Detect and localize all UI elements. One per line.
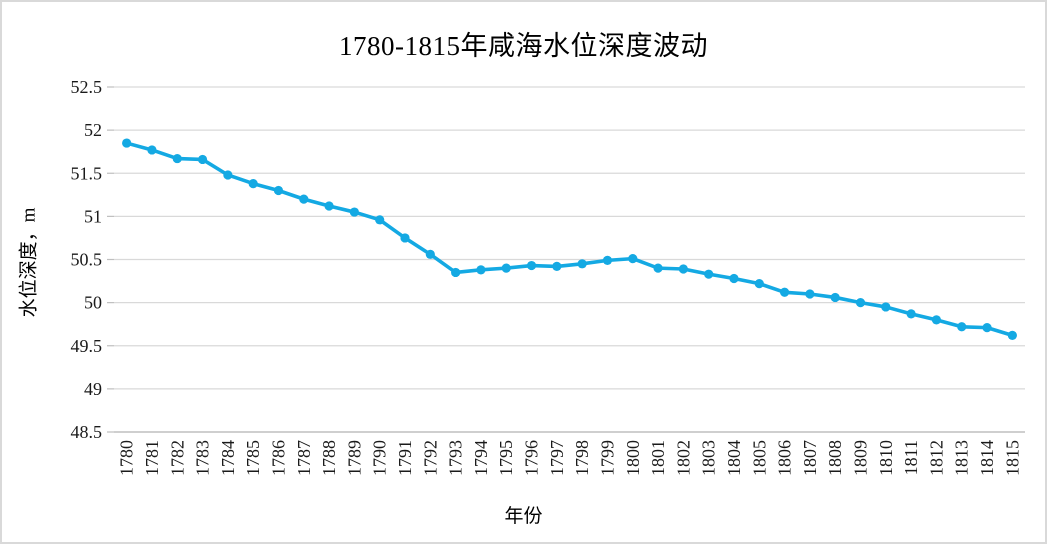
- y-tick-label: 51: [84, 206, 102, 226]
- data-point-marker: [906, 309, 916, 319]
- chart-title: 1780-1815年咸海水位深度波动: [339, 31, 708, 61]
- x-tick-label: 1813: [952, 440, 972, 476]
- x-tick-label: 1782: [167, 440, 187, 476]
- x-tick-label: 1800: [623, 440, 643, 476]
- data-point-marker: [248, 179, 258, 189]
- x-tick-label: 1785: [243, 440, 263, 476]
- data-point-marker: [704, 269, 714, 279]
- data-point-marker: [375, 215, 385, 225]
- y-tick-label: 48.5: [71, 422, 103, 442]
- data-point-marker: [830, 292, 840, 303]
- data-point-marker: [805, 289, 815, 299]
- x-tick-label: 1795: [496, 440, 516, 476]
- x-tick-label: 1812: [926, 440, 946, 476]
- x-tick-label: 1792: [420, 440, 440, 476]
- y-tick-label: 51.5: [71, 163, 103, 183]
- data-point-marker: [526, 260, 537, 271]
- y-tick-label: 52: [84, 120, 102, 140]
- data-point-marker: [197, 154, 208, 165]
- data-point-marker: [754, 279, 764, 289]
- x-tick-label: 1793: [446, 440, 466, 476]
- data-point-marker: [324, 201, 334, 211]
- x-tick-label: 1796: [522, 440, 542, 476]
- x-tick-label: 1804: [724, 440, 744, 476]
- data-point-marker: [653, 263, 663, 273]
- data-point-marker: [678, 264, 688, 274]
- x-tick-label: 1802: [673, 440, 693, 476]
- data-point-marker: [729, 273, 739, 284]
- data-point-marker: [552, 261, 562, 271]
- x-tick-label: 1790: [370, 440, 390, 476]
- x-tick-label: 1781: [142, 440, 162, 476]
- x-tick-label: 1788: [319, 440, 339, 476]
- x-tick-label: 1783: [193, 440, 213, 476]
- x-tick-label: 1815: [1002, 440, 1022, 476]
- x-tick-label: 1789: [344, 440, 364, 476]
- y-tick-label: 50.5: [71, 250, 103, 270]
- series-line: [124, 141, 1015, 338]
- data-point-marker: [982, 323, 992, 333]
- data-point-marker: [881, 302, 891, 312]
- data-point-marker: [122, 138, 132, 148]
- data-point-marker: [223, 170, 233, 180]
- x-tick-label: 1803: [699, 440, 719, 476]
- x-tick-label: 1784: [218, 440, 238, 476]
- x-tick-label: 1809: [851, 440, 871, 476]
- x-tick-label: 1810: [876, 440, 896, 476]
- data-point-marker: [931, 315, 942, 325]
- data-point-marker: [476, 265, 486, 275]
- data-point-marker: [1007, 330, 1017, 340]
- x-axis-title: 年份: [504, 506, 543, 527]
- data-point-marker: [628, 254, 638, 264]
- x-tick-label: 1787: [294, 440, 314, 476]
- data-point-marker: [349, 207, 360, 217]
- y-tick-label: 52.5: [71, 77, 103, 97]
- x-tick-label: 1811: [901, 440, 921, 475]
- y-tick-label: 50: [84, 293, 102, 313]
- x-tick-label: 1801: [648, 440, 668, 476]
- data-point-marker: [172, 153, 182, 164]
- y-tick-label: 49.5: [71, 336, 103, 356]
- data-point-marker: [602, 255, 613, 265]
- data-point-marker: [779, 287, 790, 297]
- x-tick-label: 1799: [597, 440, 617, 476]
- data-point-marker: [855, 298, 866, 308]
- x-tick-label: 1805: [749, 440, 769, 476]
- y-tick-label: 49: [84, 379, 102, 399]
- x-tick-label: 1806: [775, 440, 795, 476]
- x-tick-label: 1807: [800, 440, 820, 476]
- x-tick-label: 1798: [572, 440, 592, 476]
- x-tick-label: 1808: [825, 440, 845, 476]
- data-point-marker: [957, 322, 967, 332]
- data-point-marker: [147, 145, 157, 155]
- x-tick-label: 1814: [977, 440, 997, 476]
- x-tick-label: 1786: [268, 440, 288, 476]
- data-point-marker: [577, 259, 587, 269]
- data-point-marker: [451, 267, 461, 278]
- data-point-marker: [501, 263, 511, 273]
- x-tick-label: 1794: [471, 440, 491, 476]
- x-tick-label: 1791: [395, 440, 415, 476]
- data-point-marker: [425, 249, 435, 259]
- data-point-marker: [299, 194, 309, 204]
- data-point-marker: [400, 233, 410, 243]
- x-tick-label: 1780: [117, 440, 137, 476]
- data-point-marker: [273, 185, 284, 196]
- x-tick-label: 1797: [547, 440, 567, 476]
